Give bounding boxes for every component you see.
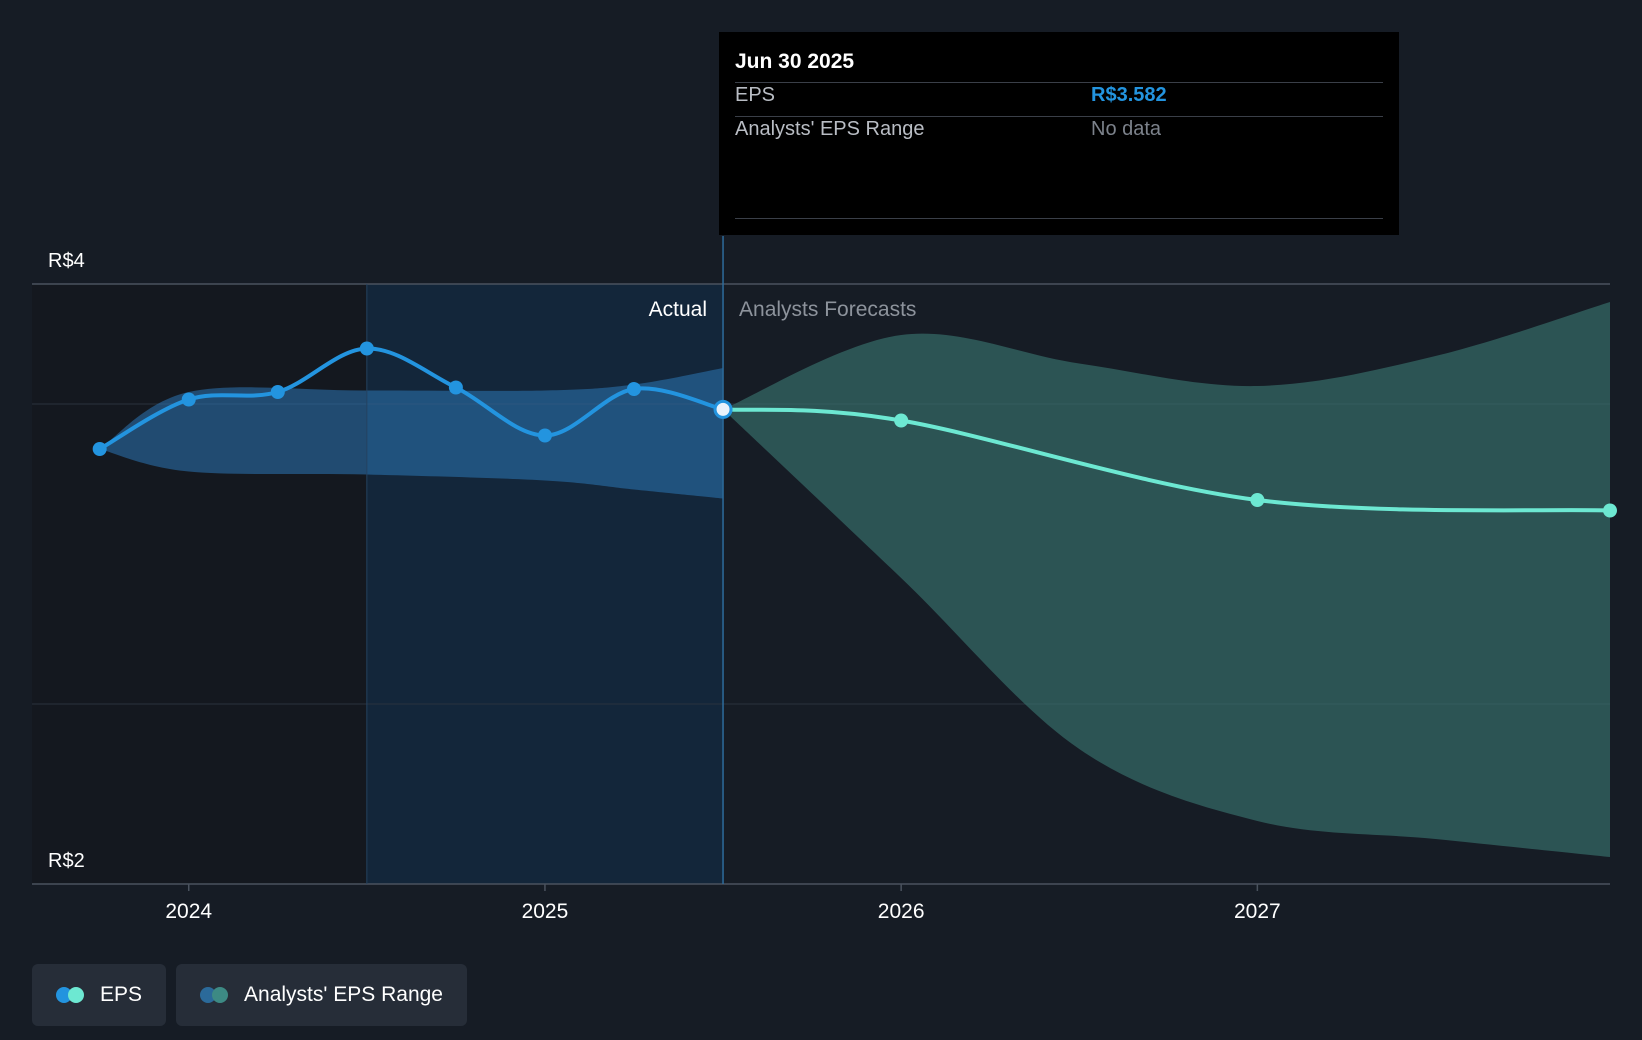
y-axis-bottom-label: R$2 (48, 850, 85, 872)
eps-points (92, 341, 1617, 518)
tooltip-divider (735, 82, 1383, 83)
eps-swatch-icon (56, 987, 86, 1003)
tooltip-divider (735, 116, 1383, 117)
highlight-period-bg (366, 284, 724, 884)
legend-item-range[interactable]: Analysts' EPS Range (176, 964, 467, 1026)
eps-forecast-point (1603, 503, 1617, 518)
eps-actual-point (359, 341, 374, 356)
tooltip-eps-label: EPS (735, 84, 776, 106)
y-axis-top-label: R$4 (48, 250, 85, 272)
hover-point-marker[interactable] (713, 399, 733, 419)
forecast-eps-range-band (723, 302, 1610, 857)
x-tick-label: 2025 (522, 900, 569, 923)
tooltip-range-label: Analysts' EPS Range (735, 118, 925, 140)
x-axis-ticks: 2024 2025 2026 2027 (165, 884, 1281, 923)
actual-eps-range-band (99, 368, 724, 499)
eps-actual-point (537, 428, 552, 443)
eps-actual-line (98, 346, 724, 451)
legend-eps-label: EPS (100, 983, 143, 1006)
eps-actual-point (92, 442, 107, 456)
eps-actual-point (181, 392, 196, 407)
eps-actual-point (448, 380, 463, 395)
forecast-region-label: Analysts Forecasts (739, 298, 916, 321)
eps-actual-point (270, 385, 285, 399)
tooltip-row-eps: EPS R$3.582 (735, 84, 1383, 114)
eps-forecast-point (1250, 493, 1265, 507)
eps-actual-point (626, 382, 641, 396)
eps-forecast-line (722, 407, 1611, 513)
actual-region-label: Actual (649, 298, 707, 321)
legend-item-eps[interactable]: EPS (32, 964, 167, 1026)
x-tick-label: 2026 (878, 900, 925, 923)
chart-legend: EPS Analysts' EPS Range (32, 964, 467, 1026)
data-tooltip: Jun 30 2025 EPS R$3.582 Analysts' EPS Ra… (719, 32, 1399, 235)
tooltip-range-value: No data (1091, 118, 1162, 140)
tooltip-eps-value: R$3.582 (1091, 84, 1167, 106)
legend-range-label: Analysts' EPS Range (244, 983, 443, 1006)
range-swatch-icon (200, 987, 230, 1003)
tooltip-date: Jun 30 2025 (735, 50, 855, 73)
x-tick-label: 2027 (1234, 900, 1281, 923)
x-tick-label: 2024 (165, 900, 212, 923)
eps-forecast-point (894, 413, 909, 428)
tooltip-divider (735, 218, 1383, 219)
tooltip-row-range: Analysts' EPS Range No data (735, 118, 1383, 148)
